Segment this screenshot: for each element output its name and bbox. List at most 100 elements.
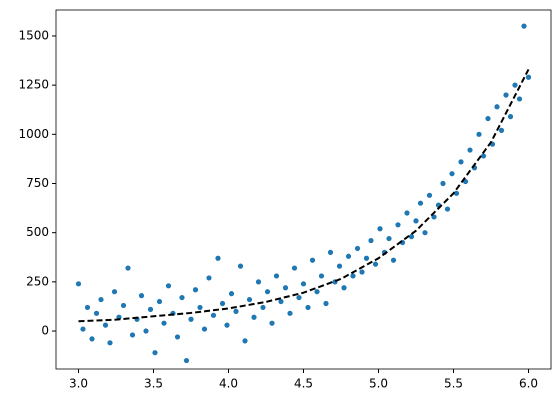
point — [210, 312, 217, 318]
point — [264, 289, 271, 295]
point — [201, 326, 208, 332]
y-tick-label: 750 — [26, 176, 49, 190]
point — [98, 296, 104, 303]
point — [188, 316, 194, 322]
point — [237, 263, 244, 269]
point — [453, 190, 460, 196]
point — [305, 304, 311, 311]
point — [75, 281, 82, 287]
point — [84, 304, 91, 311]
point — [404, 210, 410, 216]
point — [354, 245, 361, 252]
point — [422, 230, 428, 236]
x-tick-label: 4.0 — [219, 377, 238, 391]
point — [516, 96, 523, 102]
point — [368, 237, 374, 244]
point — [372, 261, 379, 267]
point — [111, 289, 118, 295]
point — [512, 82, 518, 88]
point — [165, 283, 172, 289]
point — [426, 192, 433, 198]
y-tick-label: 250 — [26, 274, 49, 288]
point — [498, 127, 505, 133]
point — [395, 222, 401, 228]
fit-curve — [78, 68, 530, 323]
point — [413, 218, 419, 224]
point — [440, 180, 446, 187]
point — [431, 214, 437, 220]
x-tick-label: 3.0 — [69, 377, 88, 391]
point — [233, 308, 239, 314]
point — [291, 265, 298, 271]
point — [507, 114, 514, 120]
point — [197, 304, 203, 311]
point — [444, 206, 451, 212]
point — [318, 273, 325, 279]
point — [161, 320, 167, 326]
point — [138, 293, 145, 299]
point — [183, 357, 190, 364]
point — [269, 320, 275, 326]
point — [476, 131, 482, 137]
point — [350, 273, 356, 279]
point — [282, 285, 289, 291]
point — [390, 257, 397, 263]
point — [458, 159, 464, 165]
point — [363, 255, 370, 261]
point — [525, 74, 532, 80]
point — [287, 310, 293, 316]
x-tick-label: 5.0 — [369, 377, 388, 391]
x-tick-label: 4.5 — [294, 377, 313, 391]
point — [206, 275, 212, 281]
point — [296, 294, 302, 301]
point — [174, 334, 181, 340]
axes-frame — [55, 9, 552, 370]
point — [255, 279, 262, 285]
point — [377, 226, 383, 232]
point — [359, 269, 365, 275]
x-tick-label: 5.5 — [444, 377, 463, 391]
point — [260, 304, 266, 311]
point — [327, 249, 334, 255]
point — [93, 310, 100, 316]
point — [143, 328, 149, 334]
point — [107, 340, 113, 346]
point — [129, 332, 136, 338]
point — [521, 23, 527, 29]
point — [152, 350, 158, 356]
point — [273, 273, 280, 279]
point — [467, 147, 473, 153]
point — [503, 92, 509, 98]
point — [386, 235, 392, 242]
point — [417, 200, 424, 206]
y-tick-label: 500 — [26, 225, 49, 239]
point — [336, 263, 343, 269]
point — [242, 338, 248, 344]
point — [192, 287, 199, 293]
point — [309, 257, 316, 263]
point — [224, 322, 230, 328]
y-tick-label: 0 — [41, 324, 49, 338]
point — [480, 153, 487, 159]
y-tick-label: 1000 — [18, 127, 49, 141]
point — [345, 253, 352, 259]
point — [485, 115, 491, 122]
point — [251, 314, 257, 320]
point — [179, 294, 185, 301]
point — [125, 265, 131, 271]
point — [323, 300, 329, 307]
point — [314, 289, 320, 295]
point — [449, 171, 455, 177]
point — [300, 281, 307, 287]
y-tick-label: 1250 — [18, 78, 49, 92]
point — [102, 322, 109, 328]
point — [147, 306, 154, 312]
x-tick-label: 6.0 — [519, 377, 538, 391]
point — [228, 291, 235, 297]
point — [215, 255, 221, 261]
point — [120, 302, 127, 309]
point — [408, 234, 415, 240]
point — [246, 296, 253, 303]
point — [80, 326, 86, 332]
